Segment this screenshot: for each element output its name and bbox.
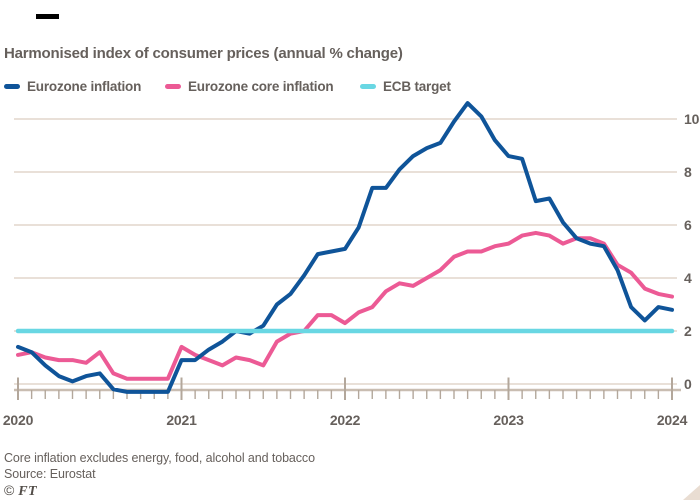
legend-swatch-cyan-icon	[360, 84, 376, 89]
y-axis-label: 0	[684, 376, 692, 392]
y-axis-label: 8	[684, 164, 692, 180]
chart-title: Harmonised index of consumer prices (ann…	[4, 45, 403, 62]
resize-corner-icon	[683, 485, 700, 500]
legend-item-eurozone-core-inflation: Eurozone core inflation	[165, 79, 334, 94]
top-rule	[36, 14, 59, 19]
legend-label: Eurozone inflation	[27, 79, 142, 94]
y-axis-label: 10	[684, 111, 700, 127]
x-axis-label: 2021	[166, 412, 197, 428]
chart-source: Source: Eurostat	[4, 467, 96, 481]
ft-logo-text: FT	[18, 484, 38, 499]
legend-swatch-pink-icon	[165, 84, 181, 89]
legend-swatch-blue-icon	[4, 84, 20, 89]
ft-logo: © FT	[4, 482, 37, 500]
x-axis-label: 2023	[493, 412, 524, 428]
eurozone-core-inflation-line	[16, 230, 674, 381]
x-axis-label: 2020	[3, 412, 34, 428]
y-axis-label: 2	[684, 323, 692, 339]
chart-footnote: Core inflation excludes energy, food, al…	[4, 451, 315, 465]
legend-item-eurozone-inflation: Eurozone inflation	[4, 79, 141, 94]
copyright-symbol: ©	[4, 482, 15, 498]
y-axis-label: 4	[684, 270, 692, 286]
legend-label: ECB target	[383, 79, 451, 94]
x-axis-label: 2024	[657, 412, 688, 428]
legend: Eurozone inflation Eurozone core inflati…	[0, 79, 700, 97]
legend-label: Eurozone core inflation	[188, 79, 334, 94]
x-axis-label: 2022	[330, 412, 361, 428]
y-axis-label: 6	[684, 217, 692, 233]
eurozone-inflation-line	[16, 101, 674, 394]
legend-item-ecb-target: ECB target	[360, 79, 451, 94]
